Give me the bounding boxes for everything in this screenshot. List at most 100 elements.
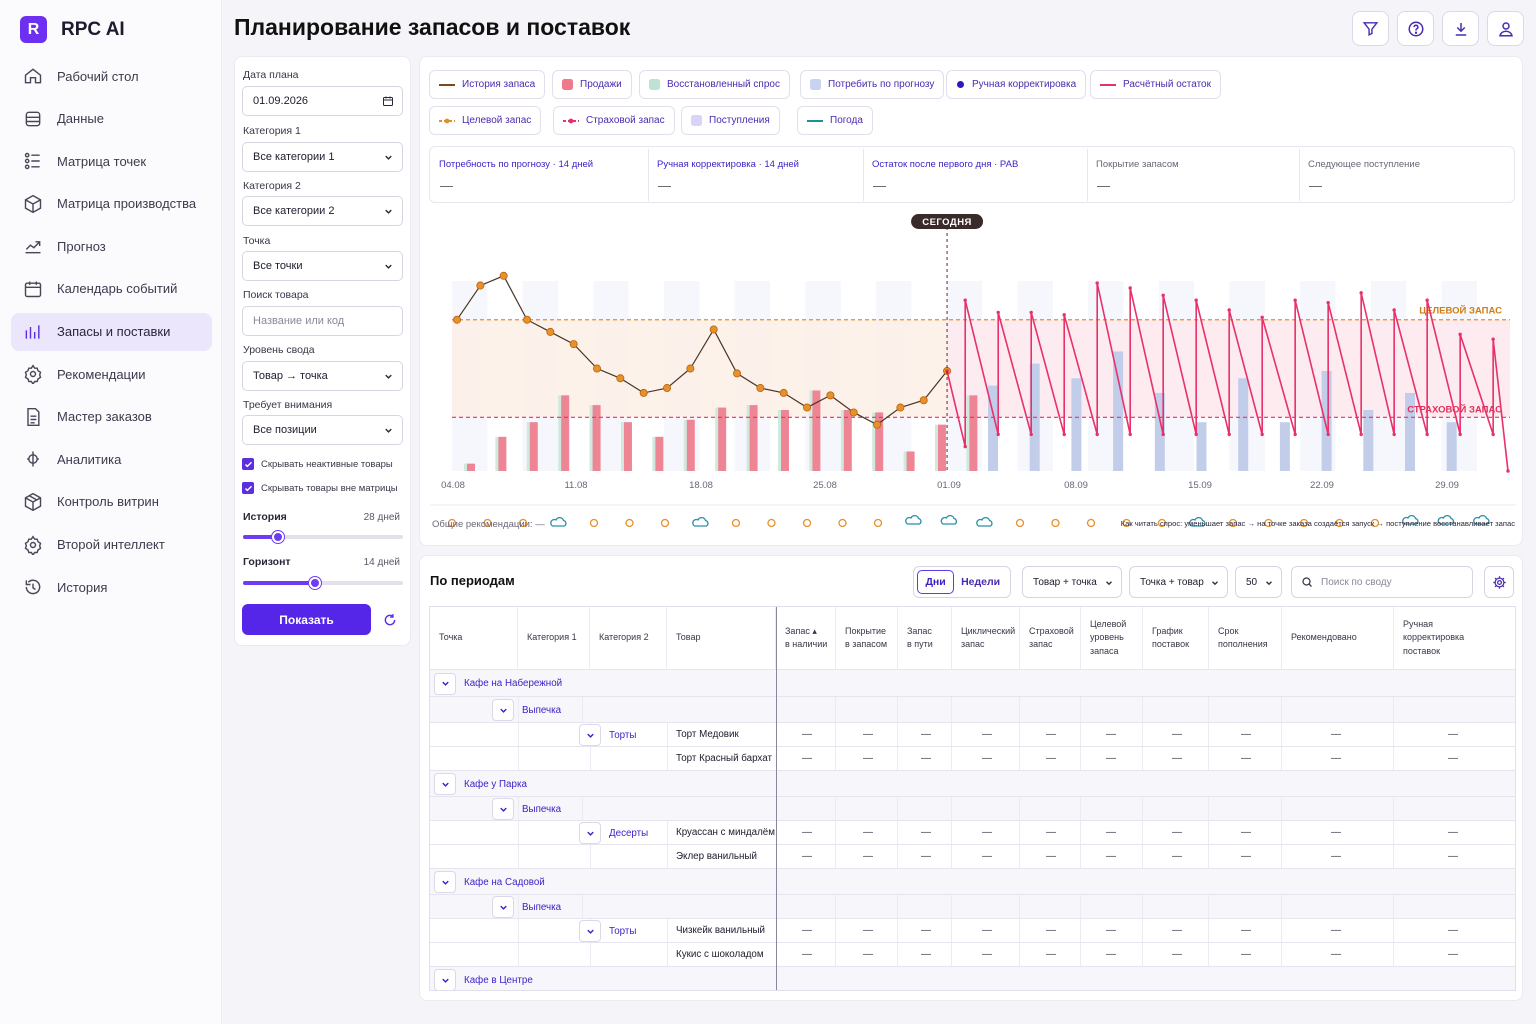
show-button[interactable]: Показать: [242, 604, 371, 635]
filter-button[interactable]: [1352, 11, 1389, 46]
horizon-slider-knob[interactable]: [309, 577, 321, 589]
table-row[interactable]: Кафе у Парка: [430, 770, 1515, 796]
column-header[interactable]: Категория 1: [518, 607, 590, 669]
point-group[interactable]: Кафе у Парка: [434, 773, 527, 795]
expand-toggle[interactable]: [492, 798, 514, 820]
sidebar-item-bar-chart[interactable]: Запасы и поставки: [11, 312, 212, 351]
category1-select[interactable]: Все категории 1: [242, 142, 403, 172]
point-group[interactable]: Кафе на Набережной: [434, 672, 562, 695]
product-name[interactable]: Эклер ванильный: [676, 851, 757, 862]
product-name[interactable]: Чизкейк ванильный: [676, 925, 765, 936]
table-row[interactable]: Кафе на Садовой: [430, 868, 1515, 894]
sidebar-item-gear[interactable]: Второй интеллект: [11, 526, 212, 564]
legend-item[interactable]: Страховой запас: [553, 106, 675, 135]
column-header[interactable]: Циклический запас: [952, 607, 1020, 669]
sidebar-item-home[interactable]: Рабочий стол: [11, 57, 212, 95]
table-row[interactable]: Выпечка: [430, 696, 1515, 722]
table-row[interactable]: Торты Торт Медовик — — — — — — — — — —: [430, 722, 1515, 746]
expand-toggle[interactable]: [434, 672, 456, 695]
app-logo[interactable]: R RPC AI: [20, 16, 125, 43]
product-name[interactable]: Кукис с шоколадом: [676, 949, 764, 960]
legend-item[interactable]: Поступления: [681, 106, 780, 135]
history-slider-knob[interactable]: [272, 531, 285, 543]
column-header[interactable]: Срок пополнения: [1209, 607, 1282, 669]
sidebar-item-analytics[interactable]: Аналитика: [11, 440, 212, 478]
product-search-input[interactable]: Название или код: [242, 306, 403, 336]
point-group[interactable]: Кафе в Центре: [434, 969, 533, 990]
hide-outside-checkbox[interactable]: Скрывать товары вне матрицы: [242, 482, 398, 494]
table-row[interactable]: Выпечка: [430, 894, 1515, 918]
category1-group[interactable]: Выпечка: [492, 699, 561, 721]
category2-group[interactable]: Торты: [579, 920, 636, 942]
grouping-select-2[interactable]: Точка + товар: [1129, 566, 1228, 598]
legend-item[interactable]: Расчётный остаток: [1090, 70, 1221, 99]
table-row[interactable]: Торты Чизкейк ванильный — — — — — — — — — —: [430, 918, 1515, 942]
legend-item[interactable]: Погода: [797, 106, 873, 135]
table-row[interactable]: Кафе в Центре: [430, 966, 1515, 990]
period-weeks-button[interactable]: Недели: [961, 576, 1001, 588]
table-row[interactable]: Торт Красный бархат — — — — — — — — — —: [430, 746, 1515, 770]
sidebar-item-gear[interactable]: Рекомендации: [11, 355, 212, 393]
horizon-slider[interactable]: [243, 577, 403, 589]
column-header[interactable]: Точка: [430, 607, 518, 669]
help-button[interactable]: [1397, 11, 1434, 46]
expand-toggle[interactable]: [492, 699, 514, 721]
expand-toggle[interactable]: [434, 969, 456, 990]
column-header[interactable]: Покрытие в запасом: [836, 607, 898, 669]
point-select[interactable]: Все точки: [242, 251, 403, 281]
column-header[interactable]: Запас ▴ в наличии: [776, 607, 836, 669]
sidebar-item-database[interactable]: Данные: [11, 100, 212, 138]
legend-item[interactable]: Целевой запас: [429, 106, 542, 135]
level-select[interactable]: Товар → точка: [242, 361, 403, 391]
sidebar-item-history[interactable]: История: [11, 568, 212, 606]
attention-select[interactable]: Все позиции: [242, 415, 403, 445]
column-header[interactable]: Ручная корректировка поставок: [1394, 607, 1515, 669]
product-name[interactable]: Торт Красный бархат: [676, 753, 772, 764]
sidebar-item-trend[interactable]: Прогноз: [11, 227, 212, 265]
sidebar-item-calendar[interactable]: Календарь событий: [11, 270, 212, 308]
table-search-input[interactable]: Поиск по своду: [1291, 566, 1473, 598]
category1-group[interactable]: Выпечка: [492, 896, 561, 918]
product-name[interactable]: Круассан с миндалём: [676, 827, 775, 838]
sidebar-item-cube[interactable]: Матрица производства: [11, 185, 212, 223]
legend-item[interactable]: История запаса: [429, 70, 546, 99]
point-group[interactable]: Кафе на Садовой: [434, 871, 545, 893]
hide-inactive-checkbox[interactable]: Скрывать неактивные товары: [242, 458, 393, 470]
table-row[interactable]: Кукис с шоколадом — — — — — — — — — —: [430, 942, 1515, 966]
column-header[interactable]: Целевой уровень запаса: [1081, 607, 1143, 669]
category1-group[interactable]: Выпечка: [492, 798, 561, 820]
expand-toggle[interactable]: [579, 920, 601, 942]
category2-select[interactable]: Все категории 2: [242, 196, 403, 226]
table-row[interactable]: Десерты Круассан с миндалём — — — — — — — — — —: [430, 820, 1515, 844]
expand-toggle[interactable]: [492, 896, 514, 918]
history-slider[interactable]: [243, 531, 403, 543]
table-row[interactable]: Эклер ванильный — — — — — — — — — —: [430, 844, 1515, 868]
product-name[interactable]: Торт Медовик: [676, 729, 739, 740]
expand-toggle[interactable]: [579, 822, 601, 844]
sidebar-item-document[interactable]: Мастер заказов: [11, 398, 212, 436]
expand-toggle[interactable]: [434, 871, 456, 893]
plan-date-input[interactable]: 01.09.2026: [242, 86, 403, 116]
period-days-button[interactable]: Дни: [917, 570, 955, 594]
column-header[interactable]: Товар: [667, 607, 776, 669]
table-row[interactable]: Выпечка: [430, 796, 1515, 820]
column-header[interactable]: Категория 2: [590, 607, 667, 669]
table-row[interactable]: Кафе на Набережной: [430, 669, 1515, 696]
sidebar-item-box[interactable]: Контроль витрин: [11, 483, 212, 521]
category2-group[interactable]: Десерты: [579, 822, 648, 844]
column-header[interactable]: Рекомендовано: [1282, 607, 1394, 669]
page-size-select[interactable]: 50: [1235, 566, 1282, 598]
expand-toggle[interactable]: [434, 773, 456, 795]
period-toggle[interactable]: Дни Недели: [913, 566, 1011, 598]
refresh-icon[interactable]: [383, 613, 397, 627]
category2-group[interactable]: Торты: [579, 724, 636, 746]
column-header[interactable]: Страховой запас: [1020, 607, 1081, 669]
column-header[interactable]: График поставок: [1143, 607, 1209, 669]
legend-item[interactable]: Продажи: [552, 70, 632, 99]
column-header[interactable]: Запас в пути: [898, 607, 952, 669]
legend-item[interactable]: Восстановленный спрос: [639, 70, 790, 99]
user-button[interactable]: [1487, 11, 1524, 46]
table-settings-button[interactable]: [1484, 566, 1514, 598]
sidebar-item-list-tree[interactable]: Матрица точек: [11, 142, 212, 180]
